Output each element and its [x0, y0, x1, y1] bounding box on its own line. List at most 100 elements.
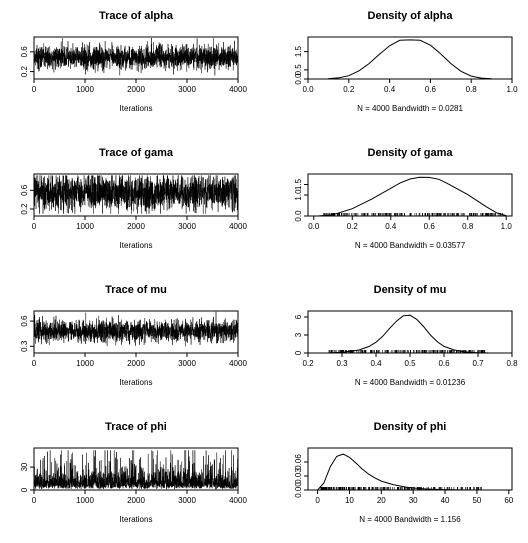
panel-trace-of-phi: Trace of phi 0 1000 2000 3000 4000 0 30 Iteratio…	[20, 421, 247, 524]
x-axis-label: N = 4000 Bandwidth = 1.156	[359, 515, 461, 524]
x-tick-label: 1000	[76, 359, 94, 368]
x-tick-label: 0.6	[424, 222, 436, 231]
y-tick-label: 30	[20, 462, 29, 471]
y-tick-label: 0.2	[20, 65, 29, 77]
x-tick-label: 0	[32, 85, 37, 94]
y-tick-label: 0.0	[294, 210, 303, 222]
plot-frame	[307, 310, 513, 354]
y-axis: 0 3 6	[294, 314, 308, 355]
plot-frame	[307, 447, 513, 491]
y-axis: 0.000.030.06	[294, 454, 308, 498]
y-axis: 0 30	[20, 462, 34, 492]
trace-line	[33, 37, 239, 76]
x-tick-label: 1000	[76, 222, 94, 231]
x-tick-label: 2000	[127, 496, 145, 505]
panel-trace-of-mu: Trace of mu 0 1000 2000 3000 4000 0.3 0.6 Iterat…	[20, 284, 247, 387]
x-tick-label: 0.4	[370, 359, 382, 368]
panel-title: Trace of alpha	[99, 10, 174, 22]
y-tick-label: 0.06	[294, 454, 303, 470]
x-tick-label: 60	[504, 496, 513, 505]
y-axis: 0.2 0.6	[20, 184, 34, 215]
x-tick-label: 0.6	[438, 359, 450, 368]
rug-marks	[320, 487, 483, 490]
x-tick-label: 0.4	[384, 85, 396, 94]
x-axis: 0 1000 2000 3000 4000	[32, 216, 247, 231]
x-tick-label: 2000	[127, 85, 145, 94]
plot-frame	[307, 36, 513, 80]
x-tick-label: 0	[32, 496, 37, 505]
x-tick-label: 10	[345, 496, 354, 505]
x-axis-label: Iterations	[120, 515, 153, 524]
x-axis: 0.0 0.2 0.4 0.6 0.8 1.0	[308, 216, 512, 231]
x-tick-label: 0.5	[404, 359, 416, 368]
x-tick-label: 20	[377, 496, 386, 505]
y-tick-label: 1.5	[294, 178, 303, 190]
panel-trace-of-gama: Trace of gama 0 1000 2000 3000 4000 0.2 0.6 Iter…	[20, 147, 247, 250]
x-tick-label: 1000	[76, 85, 94, 94]
density-curve	[317, 453, 493, 491]
x-tick-label: 1.0	[501, 222, 513, 231]
plot-frame	[307, 173, 513, 217]
panel-title: Density of gama	[368, 147, 454, 159]
x-tick-label: 40	[441, 496, 450, 505]
panel-title: Trace of gama	[99, 147, 174, 159]
y-tick-label: 1.5	[294, 45, 303, 57]
x-tick-label: 4000	[229, 496, 247, 505]
y-tick-label: 0	[294, 350, 303, 355]
density-curve	[328, 39, 492, 80]
y-tick-label: 0.6	[20, 315, 29, 327]
y-axis: 0.00.5 1.5	[294, 45, 308, 85]
x-tick-label: 0.8	[466, 85, 478, 94]
y-tick-label: 0.2	[20, 203, 29, 215]
x-tick-label: 3000	[178, 359, 196, 368]
x-tick-label: 0	[32, 222, 37, 231]
x-axis: 0.0 0.2 0.4 0.6 0.8 1.0	[302, 79, 518, 94]
x-tick-label: 0.6	[425, 85, 437, 94]
panel-density-of-mu: Density of mu 0.2 0.3 0.4 0.5 0.6 0.7 0.8 0 3 6 N =…	[294, 284, 518, 387]
x-tick-label: 50	[472, 496, 481, 505]
y-tick-label: 1.0	[294, 189, 303, 201]
y-tick-label: 0.03	[294, 468, 303, 484]
x-tick-label: 0.2	[343, 85, 355, 94]
x-tick-label: 0.8	[506, 359, 518, 368]
x-tick-label: 30	[409, 496, 418, 505]
rug-marks	[323, 213, 503, 216]
x-tick-label: 0.2	[347, 222, 359, 231]
y-tick-label: 0.00	[294, 482, 303, 498]
x-tick-label: 4000	[229, 222, 247, 231]
x-tick-label: 0.2	[302, 359, 314, 368]
y-axis: 0.0 1.01.5	[294, 178, 308, 222]
y-tick-label: 0.6	[20, 184, 29, 196]
x-tick-label: 0.4	[385, 222, 397, 231]
x-tick-label: 0	[32, 359, 37, 368]
x-tick-label: 0.3	[336, 359, 348, 368]
x-tick-label: 3000	[178, 85, 196, 94]
x-axis: 0 1000 2000 3000 4000	[32, 490, 247, 505]
x-tick-label: 4000	[229, 359, 247, 368]
x-tick-label: 1000	[76, 496, 94, 505]
x-tick-label: 0.7	[472, 359, 484, 368]
x-axis: 0.2 0.3 0.4 0.5 0.6 0.7 0.8	[302, 353, 518, 368]
x-axis: 0 1000 2000 3000 4000	[32, 79, 247, 94]
y-tick-label: 0.6	[20, 46, 29, 58]
x-tick-label: 0	[315, 496, 320, 505]
density-curve	[328, 314, 489, 354]
x-tick-label: 2000	[127, 222, 145, 231]
x-axis-label: N = 4000 Bandwidth = 0.01236	[355, 378, 466, 387]
x-tick-label: 0.8	[462, 222, 474, 231]
y-axis: 0.2 0.6	[20, 46, 34, 77]
trace-line	[33, 175, 239, 214]
x-axis-label: Iterations	[120, 241, 153, 250]
panel-trace-of-alpha: Trace of alpha 0 1000 2000 3000 4000 0.2 0.6 Ite…	[20, 10, 247, 113]
x-tick-label: 4000	[229, 85, 247, 94]
y-tick-label: 0	[20, 487, 29, 492]
x-axis-label: N = 4000 Bandwidth = 0.0281	[357, 104, 463, 113]
x-axis: 0 10 20 30 40 50 60	[315, 490, 514, 505]
x-tick-label: 3000	[178, 222, 196, 231]
y-tick-label: 0.0	[294, 73, 303, 85]
x-tick-label: 0.0	[302, 85, 314, 94]
y-tick-label: 0.5	[294, 64, 303, 76]
